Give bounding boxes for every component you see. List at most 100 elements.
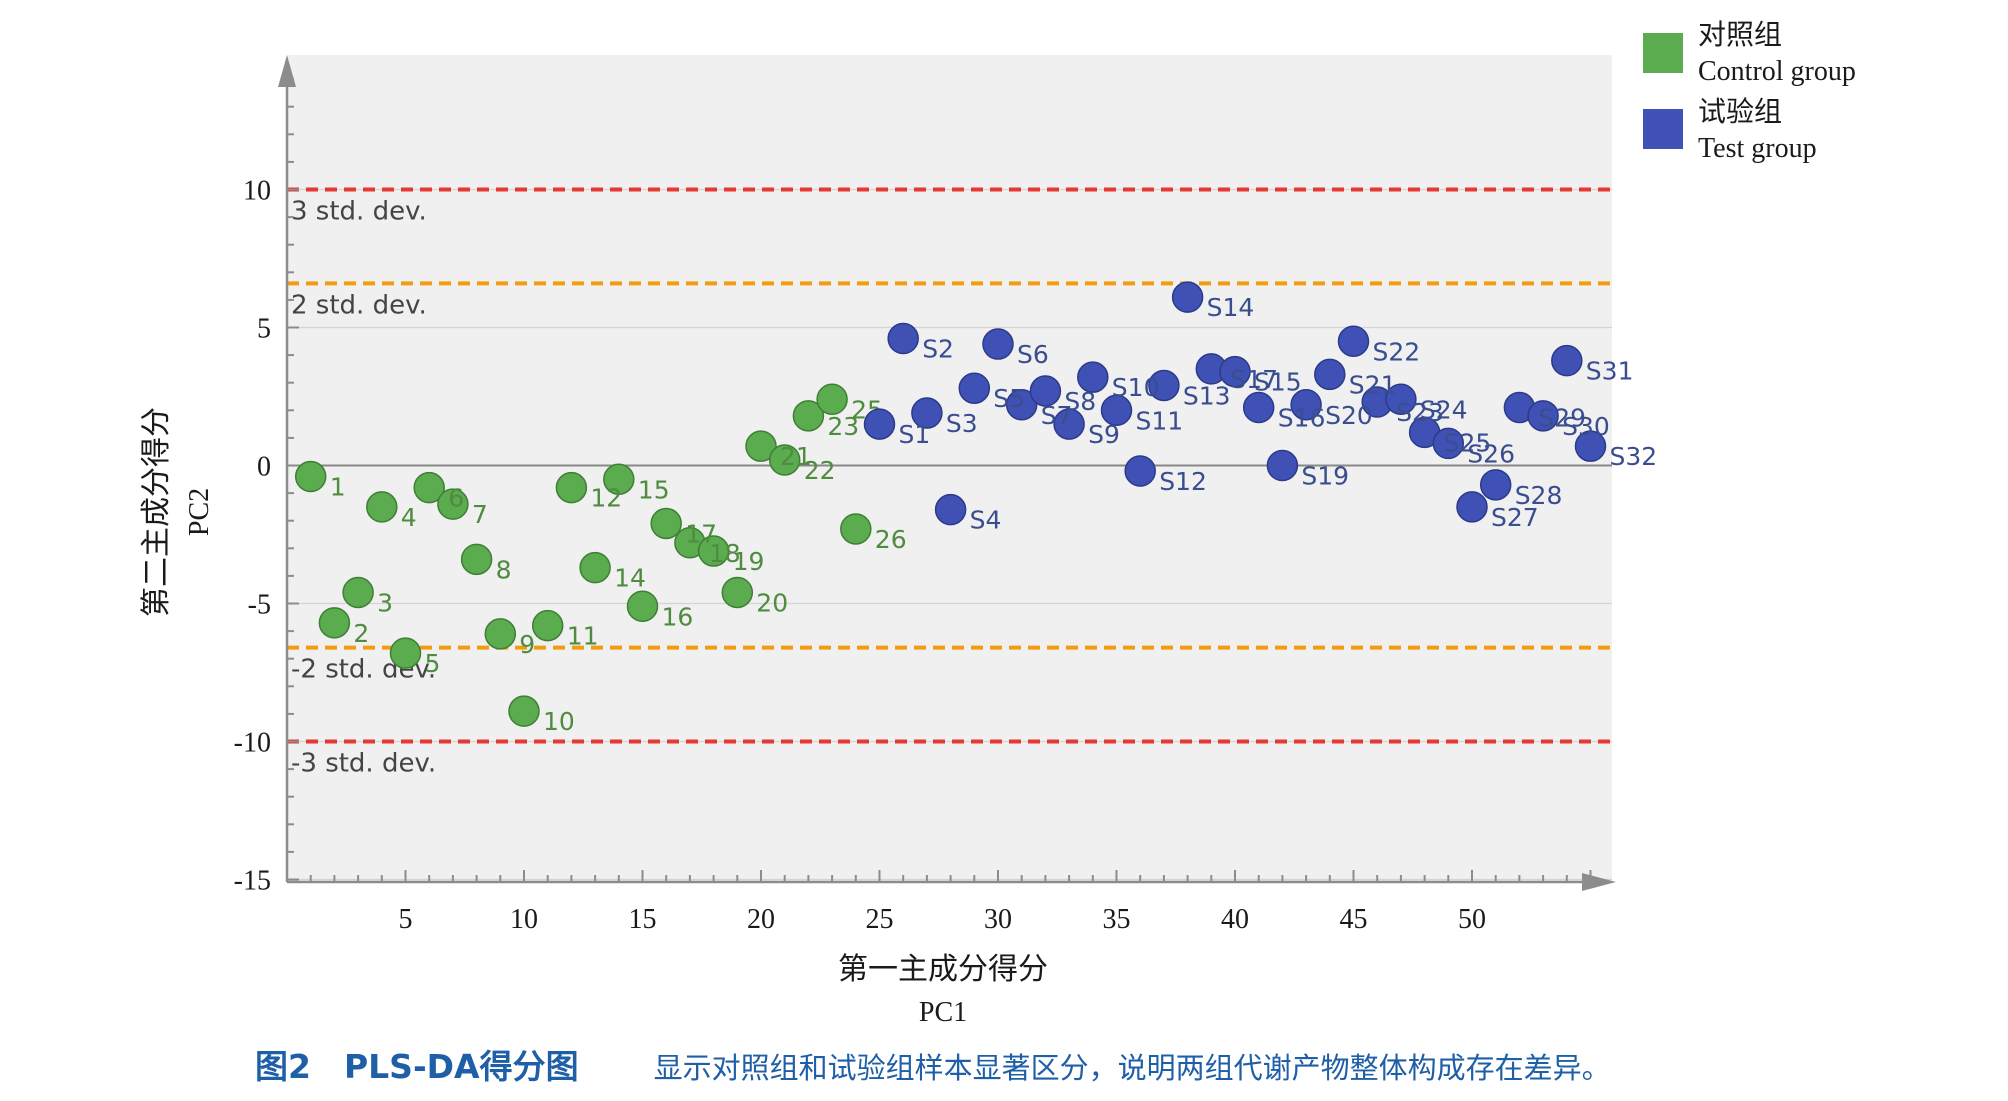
control-point-label: 10 [543,707,575,736]
test-point-label: S9 [1088,420,1120,449]
test-point-label: S19 [1301,462,1349,491]
control-point-label: 7 [472,500,488,529]
legend-swatch-control [1643,33,1683,73]
control-point [697,535,730,567]
test-point-label: S29 [1538,404,1586,433]
test-point-label: S30 [1562,412,1610,441]
control-point [650,507,682,540]
control-point [294,460,327,493]
test-point-label: S8 [1064,387,1096,416]
std-dev-label: 2 std. dev. [291,290,427,320]
x-tick-label: 15 [629,904,657,935]
test-point-label: S13 [1183,381,1231,410]
legend: 对照组 Control group 试验组 Test group [1643,18,1856,164]
y-tick-label: -15 [234,866,271,897]
control-point [745,430,777,462]
test-point [1432,427,1465,460]
test-point-label: S17 [1230,365,1278,394]
test-point-label: S15 [1254,368,1302,397]
control-point-label: 8 [496,555,512,584]
control-point-label: 1 [330,473,346,502]
test-point [1290,389,1322,421]
control-point-label: 17 [685,519,717,548]
test-point [1148,369,1180,402]
test-point-label: S32 [1610,442,1658,471]
test-point [1219,355,1251,388]
y-axis-title: 第二主成分得分 [139,407,174,617]
test-point [1005,389,1038,421]
control-point-label: 3 [377,588,393,617]
control-point-label: 20 [756,588,788,617]
x-tick-label: 50 [1458,904,1486,935]
control-point [389,637,422,669]
test-point-label: S14 [1207,293,1255,322]
plot-background [287,55,1612,882]
test-point [887,322,919,355]
reference-lines: 3 std. dev.2 std. dev.-2 std. dev.-3 std… [287,187,1612,779]
legend-label-test-en: Test group [1698,133,1817,164]
test-point-label: S5 [993,384,1025,413]
control-point [318,607,351,639]
x-tick-label: 35 [1103,904,1131,935]
test-point-label: S25 [1444,428,1492,457]
test-point [934,493,967,526]
test-point [1337,325,1370,358]
control-point-label: 22 [804,456,836,485]
test-point-label: S16 [1278,404,1326,433]
control-point [460,543,493,576]
test-point-label: S6 [1017,340,1049,369]
control-point [579,551,611,584]
test-point-label: S12 [1159,467,1207,496]
y-tick-label: -5 [248,590,271,621]
control-point [437,488,469,520]
legend-label-control-en: Control group [1698,56,1856,87]
test-point [1077,361,1109,393]
control-point-label: 21 [780,442,812,471]
x-axis-subtitle: PC1 [919,997,967,1028]
test-point [1171,281,1204,313]
control-point [531,609,564,642]
control-point-label: 14 [614,564,646,593]
control-point [508,695,540,727]
control-point [366,491,398,523]
y-tick-label: -10 [234,728,271,759]
control-point-label: 6 [448,484,464,513]
test-point [1385,383,1417,416]
std-dev-label: 3 std. dev. [291,197,427,227]
control-point [816,383,848,416]
test-point [1029,375,1062,407]
caption-text: 显示对照组和试验组样本显著区分，说明两组代谢产物整体构成存在差异。 [653,1051,1611,1085]
x-tick-label: 10 [510,904,538,935]
control-point [555,471,588,504]
control-point [840,513,872,545]
control-point [342,576,374,609]
caption-title: 图2 PLS-DA得分图 [255,1047,579,1086]
control-point-label: 12 [590,484,622,513]
control-point-label: 4 [401,503,417,532]
control-point [626,590,659,623]
test-point-label: S31 [1586,357,1634,386]
legend-label-test: 试验组 [1698,95,1782,128]
test-point [1242,391,1275,424]
x-tick-label: 25 [866,904,894,935]
test-point-label: S21 [1349,370,1397,399]
x-tick-label: 20 [747,904,775,935]
test-point-label: S26 [1467,439,1515,468]
test-point-label: S23 [1396,398,1444,427]
control-point [413,471,445,504]
test-point-label: S27 [1491,503,1539,532]
test-point [911,397,943,429]
x-tick-label: 30 [984,904,1012,935]
data-points: 123456789101112141516171819202122232526S… [294,281,1658,736]
test-point [1124,455,1156,487]
test-point [1527,400,1559,432]
control-point-label: 18 [709,539,741,568]
test-point-label: S3 [946,409,978,438]
test-point-label: S11 [1136,406,1184,435]
test-point-label: S4 [970,506,1002,535]
y-axis-subtitle: PC2 [184,488,215,536]
test-point [1456,491,1488,523]
test-point [863,408,896,440]
test-point [1314,358,1346,391]
